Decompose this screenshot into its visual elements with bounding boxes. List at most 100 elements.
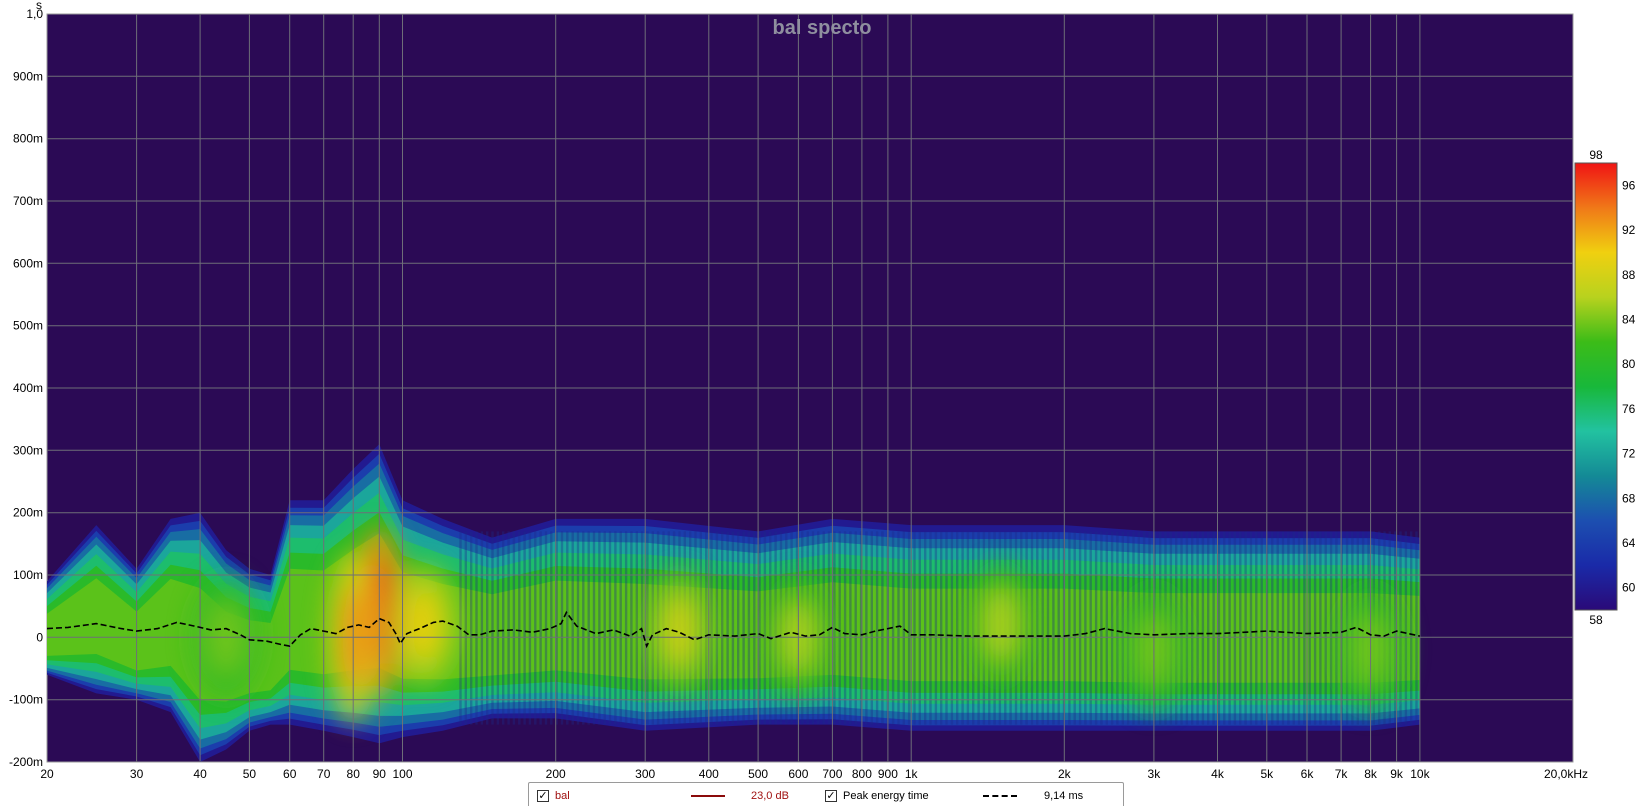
legend-entry-value: 23,0 dB [751,790,789,802]
colorbar-tick-label: 98 [1589,148,1603,162]
spectrogram-striation [753,531,756,725]
peak-energy-visibility-checkbox[interactable]: ✓ [825,790,837,802]
legend-entry-bal[interactable]: ✓ [537,788,549,804]
x-tick-label: 7k [1335,767,1349,781]
spectrogram-striation [603,531,606,725]
spectrogram-striation [576,531,580,725]
y-tick-label: 500m [13,319,43,333]
legend-line-dashed [983,795,1017,797]
spectrogram-striation [1057,531,1060,725]
legend-entry-name: bal [555,790,570,802]
spectrogram-striation [475,531,478,725]
x-tick-label: 1k [905,767,919,781]
spectrogram-striation [950,531,954,725]
spectrogram-striation [742,531,745,725]
spectrogram-striation [1255,531,1258,725]
colorbar-tick-label: 58 [1589,613,1603,627]
x-tick-label: 70 [317,767,331,781]
spectrogram-hotspot-core [406,588,441,661]
spectrogram-striation [486,531,489,725]
spectrogram-striation [1201,531,1205,725]
spectrogram-striation [1110,531,1114,725]
spectrogram-striation [1319,531,1322,725]
spectrogram-striation [870,531,873,725]
spectrogram-striation [1212,531,1215,725]
spectrogram-striation [1271,531,1274,725]
spectrogram-striation [1228,531,1231,725]
spectrogram-striation [1233,531,1237,725]
spectrogram-striation [849,531,852,725]
y-tick-label: 300m [13,443,43,457]
spectrogram-striation [1078,531,1082,725]
spectrogram-striation [630,531,633,725]
spectrogram-striation [945,531,948,725]
y-tick-label: -200m [9,755,43,769]
colorbar-tick-label: 80 [1622,357,1636,371]
spectrogram-hotspot-core [662,595,697,668]
spectrogram-striation [624,531,628,725]
colorbar-tick-label: 60 [1622,581,1636,595]
spectrogram-striation [1084,531,1087,725]
x-tick-label: 40 [193,767,207,781]
colorbar-ticks: 98 96 92 88 84 80 76 72 68 64 60 58 [1589,148,1635,627]
spectrogram-striation [934,531,938,725]
x-tick-label: 30 [130,767,144,781]
spectrogram-striation [502,531,505,725]
x-tick-label: 800 [852,767,872,781]
colorbar: 98 96 92 88 84 80 76 72 68 64 60 58 [1574,148,1636,627]
spectrogram-striation [518,531,521,725]
spectrogram-striation [1116,531,1119,725]
grid-lines [47,14,1573,762]
spectrogram-striation [1324,531,1327,725]
y-tick-label: 900m [13,69,43,83]
spectrogram-striation [881,531,884,725]
y-tick-label: 400m [13,381,43,395]
colorbar-tick-label: 68 [1622,491,1636,505]
x-tick-label: 500 [748,767,768,781]
y-tick-label: 1,0 [26,7,43,21]
spectrogram-striation [534,531,537,725]
spectrogram-striation [758,531,761,725]
bal-visibility-checkbox[interactable]: ✓ [537,790,549,802]
spectrogram-striation [1073,531,1076,725]
spectrogram-striation [1105,531,1108,725]
spectrogram-striation [1244,531,1247,725]
spectrogram-hotspot-core [983,588,1018,661]
spectrogram-striation [598,531,601,725]
spectrogram-striation [608,531,612,725]
x-tick-label: 100 [392,767,412,781]
spectrogram-striation [1191,531,1194,725]
spectrogram-striation [924,531,927,725]
legend-entry-peak-energy[interactable]: ✓ [825,788,837,804]
colorbar-tick-label: 88 [1622,268,1636,282]
spectrogram-striation [507,531,510,725]
spectrogram-striation [1303,531,1306,725]
colorbar-tick-label: 96 [1622,178,1636,192]
y-tick-label: 0 [36,630,43,644]
spectrogram-striation [1313,531,1317,725]
spectrogram-striation [566,531,569,725]
spectrogram-striation [1308,531,1311,725]
spectrogram-striation [956,531,959,725]
spectrogram-striation [512,531,516,725]
spectrogram-striation [902,531,905,725]
spectrogram-striation [833,531,836,725]
spectrogram-striation [907,531,911,725]
spectrogram-striation [1046,531,1050,725]
x-tick-label: 20 [40,767,54,781]
spectrogram-striation [1260,531,1263,725]
spectrogram-striation [1036,531,1039,725]
spectrogram-striation [737,531,740,725]
legend-line-solid [691,795,725,797]
spectrogram-striation [875,531,879,725]
spectrogram-striation [1410,531,1413,725]
spectrogram-striation [1100,531,1103,725]
y-tick-label: -100m [9,693,43,707]
x-tick-label: 4k [1211,767,1225,781]
spectrogram-striation [1329,531,1333,725]
spectrogram-striation [1196,531,1199,725]
spectrogram-striation [913,531,916,725]
spectrogram-striation [592,531,596,725]
spectrogram-striation [1223,531,1226,725]
